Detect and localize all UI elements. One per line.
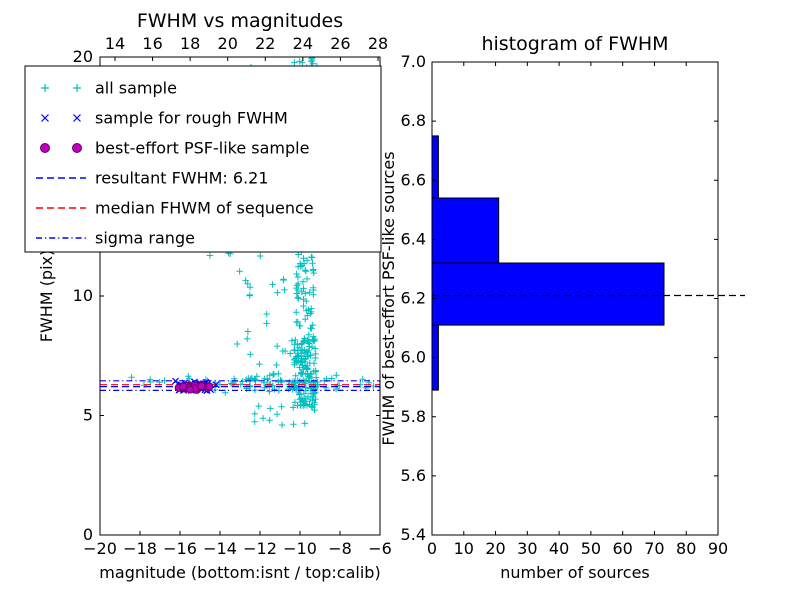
y-tick-label: 6.8 [401,111,426,130]
histogram-bar [431,197,500,264]
y-tick-label: 5 [83,406,93,425]
x-tick-label: 0 [427,539,437,558]
top-x-tick-label: 28 [368,34,388,53]
histogram-bar [431,135,439,199]
y-tick-label: 10 [73,286,93,305]
top-x-tick-label: 20 [218,34,238,53]
x-tick-label: −14 [203,539,237,558]
y-tick-label: 5.8 [401,407,426,426]
y-tick-label: 6.4 [401,229,426,248]
y-tick-label: 0 [83,525,93,544]
x-tick-label: 10 [454,539,474,558]
legend-glyph-circle [72,143,82,153]
psf-like-markers [186,385,194,394]
legend-label: sample for rough FWHM [95,109,288,128]
right-plot-xlabel: number of sources [500,563,650,582]
x-tick-label: 80 [676,539,696,558]
y-tick-label: 5.4 [401,525,426,544]
legend-glyph-plus [73,84,81,92]
legend-label: resultant FWHM: 6.21 [95,169,269,188]
x-tick-label: −18 [123,539,157,558]
right-plot-ylabel: FWHM of best-effort PSF-like sources [379,151,398,445]
legend-label: sigma range [95,229,195,248]
scatter-plot-area [100,57,380,429]
top-x-tick-label: 22 [255,34,275,53]
top-x-tick-label: 24 [293,34,313,53]
x-tick-label: −16 [163,539,197,558]
x-tick-label: 30 [517,539,537,558]
x-tick-label: 70 [644,539,664,558]
y-tick-label: 6.0 [401,348,426,367]
legend-label: all sample [95,79,177,98]
psf-like-markers [179,382,188,391]
left-plot-title: FWHM vs magnitudes [137,10,343,32]
y-tick-label: 6.6 [401,170,426,189]
top-x-tick-label: 16 [142,34,162,53]
left-plot-ylabel: FWHM (pix) [37,250,56,343]
x-tick-label: −8 [328,539,352,558]
x-tick-label: 20 [485,539,505,558]
legend-glyph-x [73,114,81,122]
y-tick-label: 5.6 [401,466,426,485]
psf-like-markers [197,382,206,391]
top-x-tick-label: 26 [330,34,350,53]
legend-box [24,65,382,253]
x-tick-label: 40 [549,539,569,558]
top-x-tick-label: 18 [180,34,200,53]
legend-label: median FHWM of sequence [95,199,314,218]
left-plot-xlabel: magnitude (bottom:isnt / top:calib) [99,563,380,582]
histogram-bar [431,262,665,326]
x-tick-label: −12 [243,539,277,558]
x-tick-label: −10 [283,539,317,558]
legend-label: best-effort PSF-like sample [95,139,309,158]
top-x-tick-label: 14 [105,34,125,53]
legend-glyph-circle [40,143,50,153]
x-tick-label: 90 [708,539,728,558]
legend-glyph-plus [41,84,49,92]
psf-like-markers [205,382,214,391]
x-tick-label: 50 [581,539,601,558]
x-tick-label: 60 [612,539,632,558]
y-tick-label: 20 [73,47,93,66]
x-tick-label: −6 [368,539,392,558]
y-tick-label: 6.2 [401,289,426,308]
legend-glyph-x [41,114,49,122]
x-tick-label: −20 [83,539,117,558]
y-tick-label: 7.0 [401,52,426,71]
right-plot-title: histogram of FWHM [481,33,668,55]
